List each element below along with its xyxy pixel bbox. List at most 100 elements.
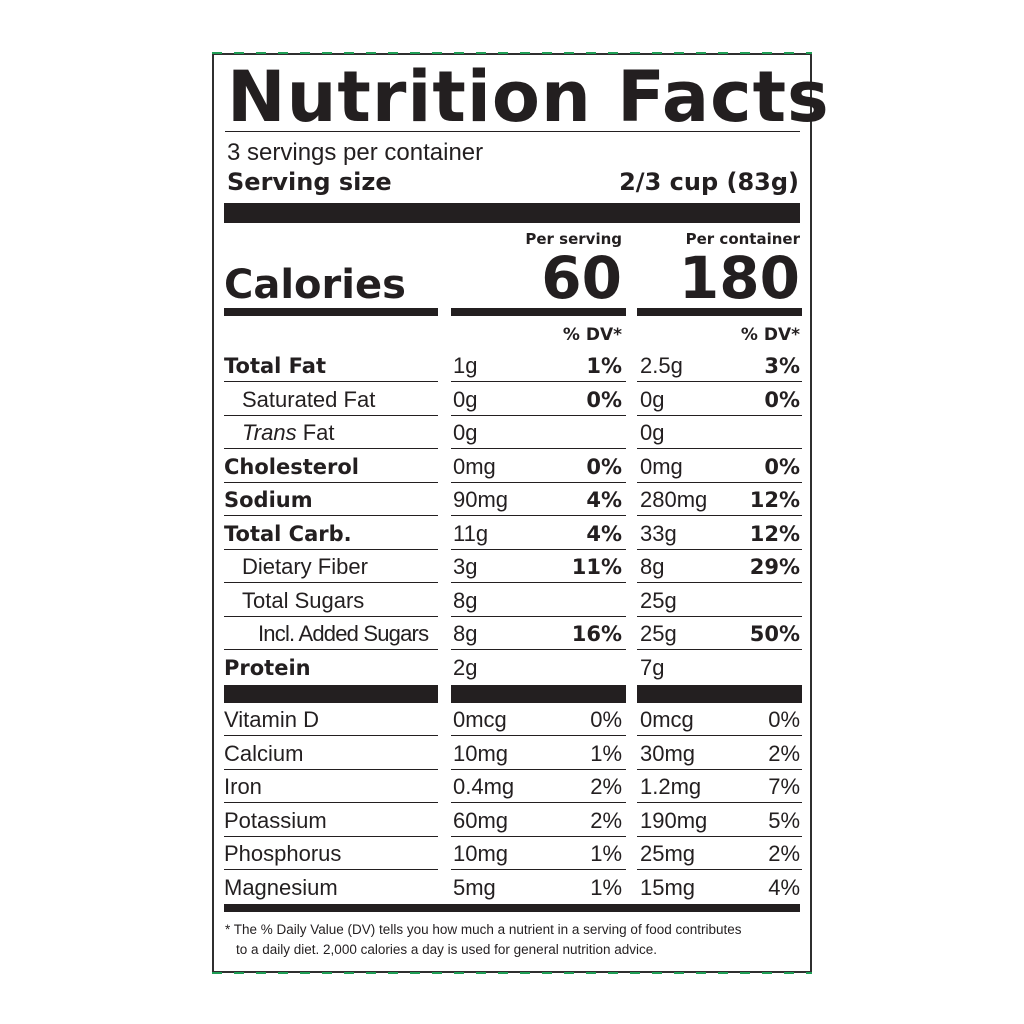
serving-amount: 0g xyxy=(453,386,478,412)
nutrient-name-italic: Trans xyxy=(242,420,297,445)
nutrient-name: Total Carb. xyxy=(224,521,352,546)
serving-amount: 1g xyxy=(453,353,478,378)
container-dv: 2% xyxy=(768,740,800,766)
serving-dv: 1% xyxy=(586,354,622,378)
row-rule xyxy=(637,515,802,516)
serving-amount: 8g xyxy=(453,621,478,646)
nutrient-name: Potassium xyxy=(224,807,327,833)
calories-per-container: 180 xyxy=(678,244,800,312)
nutrient-row: Dietary Fiber 3g 11% 8g 29% xyxy=(214,550,810,583)
serving-dv: 4% xyxy=(586,521,622,546)
container-amount: 25g xyxy=(640,587,677,613)
serving-dv: 1% xyxy=(590,740,622,766)
row-rule xyxy=(224,615,438,617)
container-amount: 1.2mg xyxy=(640,774,702,800)
container-amount: 30mg xyxy=(640,740,696,766)
container-dv: 12% xyxy=(749,521,800,546)
nutrient-row: Incl. Added Sugars 8g 16% 25g 50% xyxy=(214,617,810,650)
nutrient-row: Cholesterol 0mg 0% 0mg 0% xyxy=(214,450,810,483)
serving-amount: 10mg xyxy=(453,841,509,867)
nutrient-row: Saturated Fat 0g 0% 0g 0% xyxy=(214,383,810,416)
calories-per-serving: 60 xyxy=(541,244,622,312)
calories-label: Calories xyxy=(224,262,406,308)
container-dv: 0% xyxy=(764,454,800,479)
nutrient-name: Saturated Fat xyxy=(242,386,376,412)
calories-divider-name xyxy=(224,308,438,316)
nutrient-name: Dietary Fiber xyxy=(242,554,368,579)
row-rule xyxy=(451,649,626,650)
serving-amount: 60mg xyxy=(453,807,509,833)
nutrient-name: Cholesterol xyxy=(224,454,359,479)
container-dv: 3% xyxy=(764,354,800,378)
nutrient-row: Total Carb. 11g 4% 33g 12% xyxy=(214,517,810,550)
serving-dv: 0% xyxy=(586,454,622,479)
row-rule xyxy=(451,548,626,550)
row-rule xyxy=(451,768,626,770)
container-amount: 8g xyxy=(640,554,665,579)
row-rule xyxy=(637,548,802,550)
vitamin-divider-serving xyxy=(451,685,626,703)
per-serving-heading: Per serving xyxy=(525,230,622,248)
container-amount: 2.5g xyxy=(640,353,683,378)
calories-divider-serving xyxy=(451,308,626,316)
nutrient-name: Vitamin D xyxy=(224,707,319,732)
title-rule xyxy=(225,131,800,132)
nutrient-name: Total Fat xyxy=(224,354,327,378)
container-amount: 7g xyxy=(640,654,665,680)
thick-divider-top xyxy=(224,203,800,223)
footnote: * The % Daily Value (DV) tells you how m… xyxy=(225,920,805,960)
nutrient-name: Sodium xyxy=(224,488,313,512)
row-rule xyxy=(451,414,626,416)
nutrient-name: Incl. Added Sugars xyxy=(258,621,429,646)
nutrient-name: Calcium xyxy=(224,740,304,766)
row-rule xyxy=(637,414,802,416)
container-amount: 0g xyxy=(640,420,665,445)
serving-dv: 1% xyxy=(590,875,622,900)
vitamin-row: Iron 0.4mg 2% 1.2mg 7% xyxy=(214,770,810,804)
row-rule xyxy=(224,515,438,516)
nutrient-row: Total Sugars 8g 25g xyxy=(214,584,810,617)
row-rule xyxy=(224,802,438,804)
serving-amount: 2g xyxy=(453,654,478,680)
label-title: Nutrition Facts xyxy=(227,56,830,138)
container-dv: 2% xyxy=(768,841,800,867)
row-rule xyxy=(224,548,438,550)
nutrient-name-rest: Fat xyxy=(296,420,335,445)
container-dv: 12% xyxy=(749,488,800,512)
row-rule xyxy=(451,582,626,583)
row-rule xyxy=(637,735,802,736)
row-rule xyxy=(224,381,438,382)
row-rule xyxy=(637,835,802,837)
container-amount: 15mg xyxy=(640,875,696,900)
serving-amount: 3g xyxy=(453,554,478,579)
nutrient-row: Trans Fat 0g 0g xyxy=(214,416,810,449)
nutrient-row: Sodium 90mg 4% 280mg 12% xyxy=(214,483,810,516)
row-rule xyxy=(451,515,626,516)
container-amount: 0mcg xyxy=(640,707,694,732)
vitamin-row: Magnesium 5mg 1% 15mg 4% xyxy=(214,871,810,904)
serving-dv: 4% xyxy=(586,488,622,512)
serving-size-value: 2/3 cup (83g) xyxy=(619,168,799,196)
dv-heading-serving: % DV* xyxy=(562,325,622,345)
serving-dv: 1% xyxy=(590,841,622,867)
serving-amount: 5mg xyxy=(453,875,496,900)
container-amount: 0mg xyxy=(640,453,683,479)
row-rule xyxy=(637,448,802,449)
serving-dv: 0% xyxy=(586,387,622,412)
servings-per-container: 3 servings per container xyxy=(227,139,484,166)
row-rule xyxy=(637,615,802,617)
row-rule xyxy=(451,802,626,804)
vitamin-divider-name xyxy=(224,685,438,703)
container-dv: 0% xyxy=(764,387,800,412)
footnote-line-1: * The % Daily Value (DV) tells you how m… xyxy=(225,922,742,937)
nutrition-facts-label: Nutrition Facts 3 servings per container… xyxy=(212,52,829,974)
row-rule xyxy=(224,649,438,650)
row-rule xyxy=(451,615,626,617)
calories-divider-container xyxy=(637,308,802,316)
nutrient-name: Trans Fat xyxy=(242,420,335,446)
container-amount: 0g xyxy=(640,386,665,412)
container-dv: 50% xyxy=(749,622,800,646)
serving-dv: 2% xyxy=(590,807,622,833)
row-rule xyxy=(451,735,626,736)
row-rule xyxy=(224,735,438,736)
